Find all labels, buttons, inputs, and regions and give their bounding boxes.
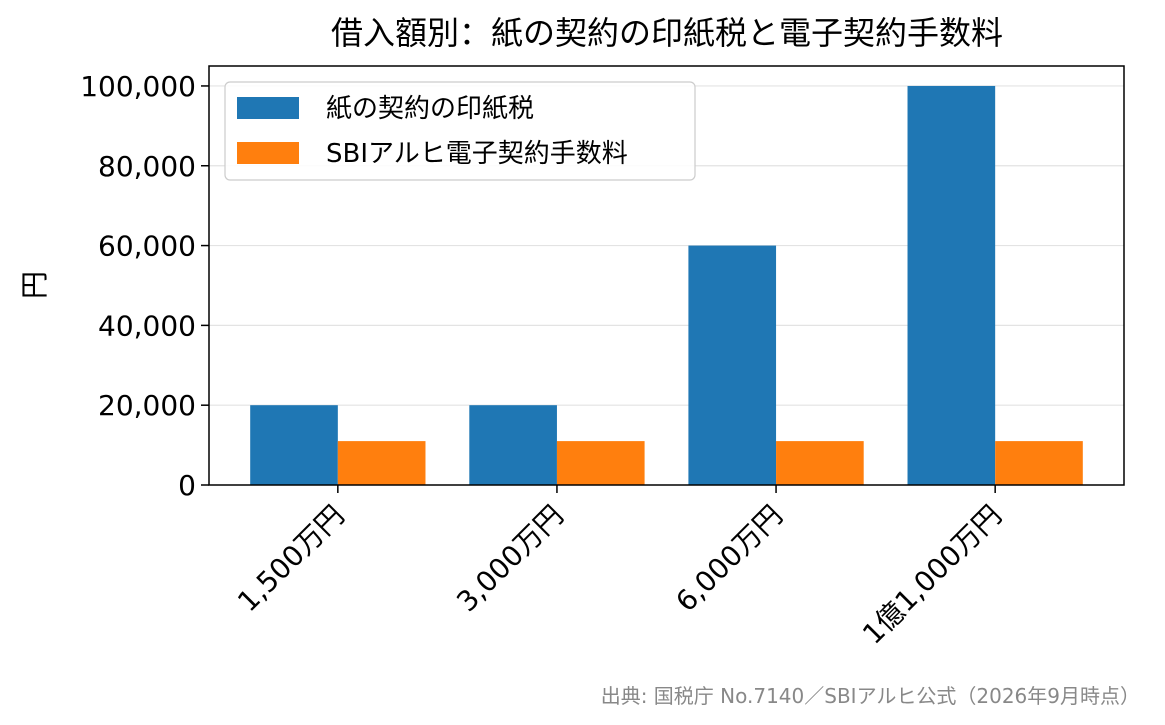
y-axis-ticks: 0 20,000 40,000 60,000 80,000 100,000 (80, 70, 209, 502)
bar-e-contract-fee-0 (337, 441, 426, 485)
legend-swatch (237, 97, 299, 119)
y-axis-label: 円 (18, 271, 51, 299)
y-tick-label: 80,000 (98, 150, 196, 183)
plot-frame (208, 65, 1125, 486)
chart-title: 借入額別：紙の契約の印紙税と電子契約手数料 (331, 14, 1003, 52)
bar-e-contract-fee-1 (556, 441, 645, 485)
y-tick-label: 60,000 (98, 230, 196, 263)
source-note: 出典: 国税庁 No.7140／SBIアルヒ公式（2026年9月時点） (601, 684, 1140, 708)
legend-box (224, 81, 696, 181)
legend-swatch (237, 142, 299, 164)
bars (250, 85, 1083, 485)
y-tick-label: 40,000 (98, 309, 196, 342)
bar-e-contract-fee-3 (995, 441, 1083, 485)
legend: 紙の契約の印紙税 SBIアルヒ電子契約手数料 (224, 81, 696, 181)
x-tick-label: 1億1,000万円 (856, 499, 1008, 651)
bar-stamp-tax-1 (469, 405, 557, 485)
legend-label: 紙の契約の印紙税 (326, 94, 534, 124)
bar-stamp-tax-0 (250, 405, 338, 485)
bar-stamp-tax-2 (688, 245, 777, 485)
x-axis-ticks: 1,500万円 3,000万円 6,000万円 1億1,000万円 (231, 485, 1008, 651)
bar-e-contract-fee-2 (776, 441, 864, 485)
legend-label: SBIアルヒ電子契約手数料 (326, 139, 628, 169)
y-tick-label: 20,000 (98, 389, 196, 422)
x-tick-label: 3,000万円 (450, 499, 570, 619)
x-tick-label: 1,500万円 (231, 499, 351, 619)
bar-stamp-tax-3 (907, 85, 996, 485)
y-tick-label: 0 (178, 469, 196, 502)
x-tick-label: 6,000万円 (669, 499, 789, 619)
y-tick-label: 100,000 (80, 70, 196, 103)
